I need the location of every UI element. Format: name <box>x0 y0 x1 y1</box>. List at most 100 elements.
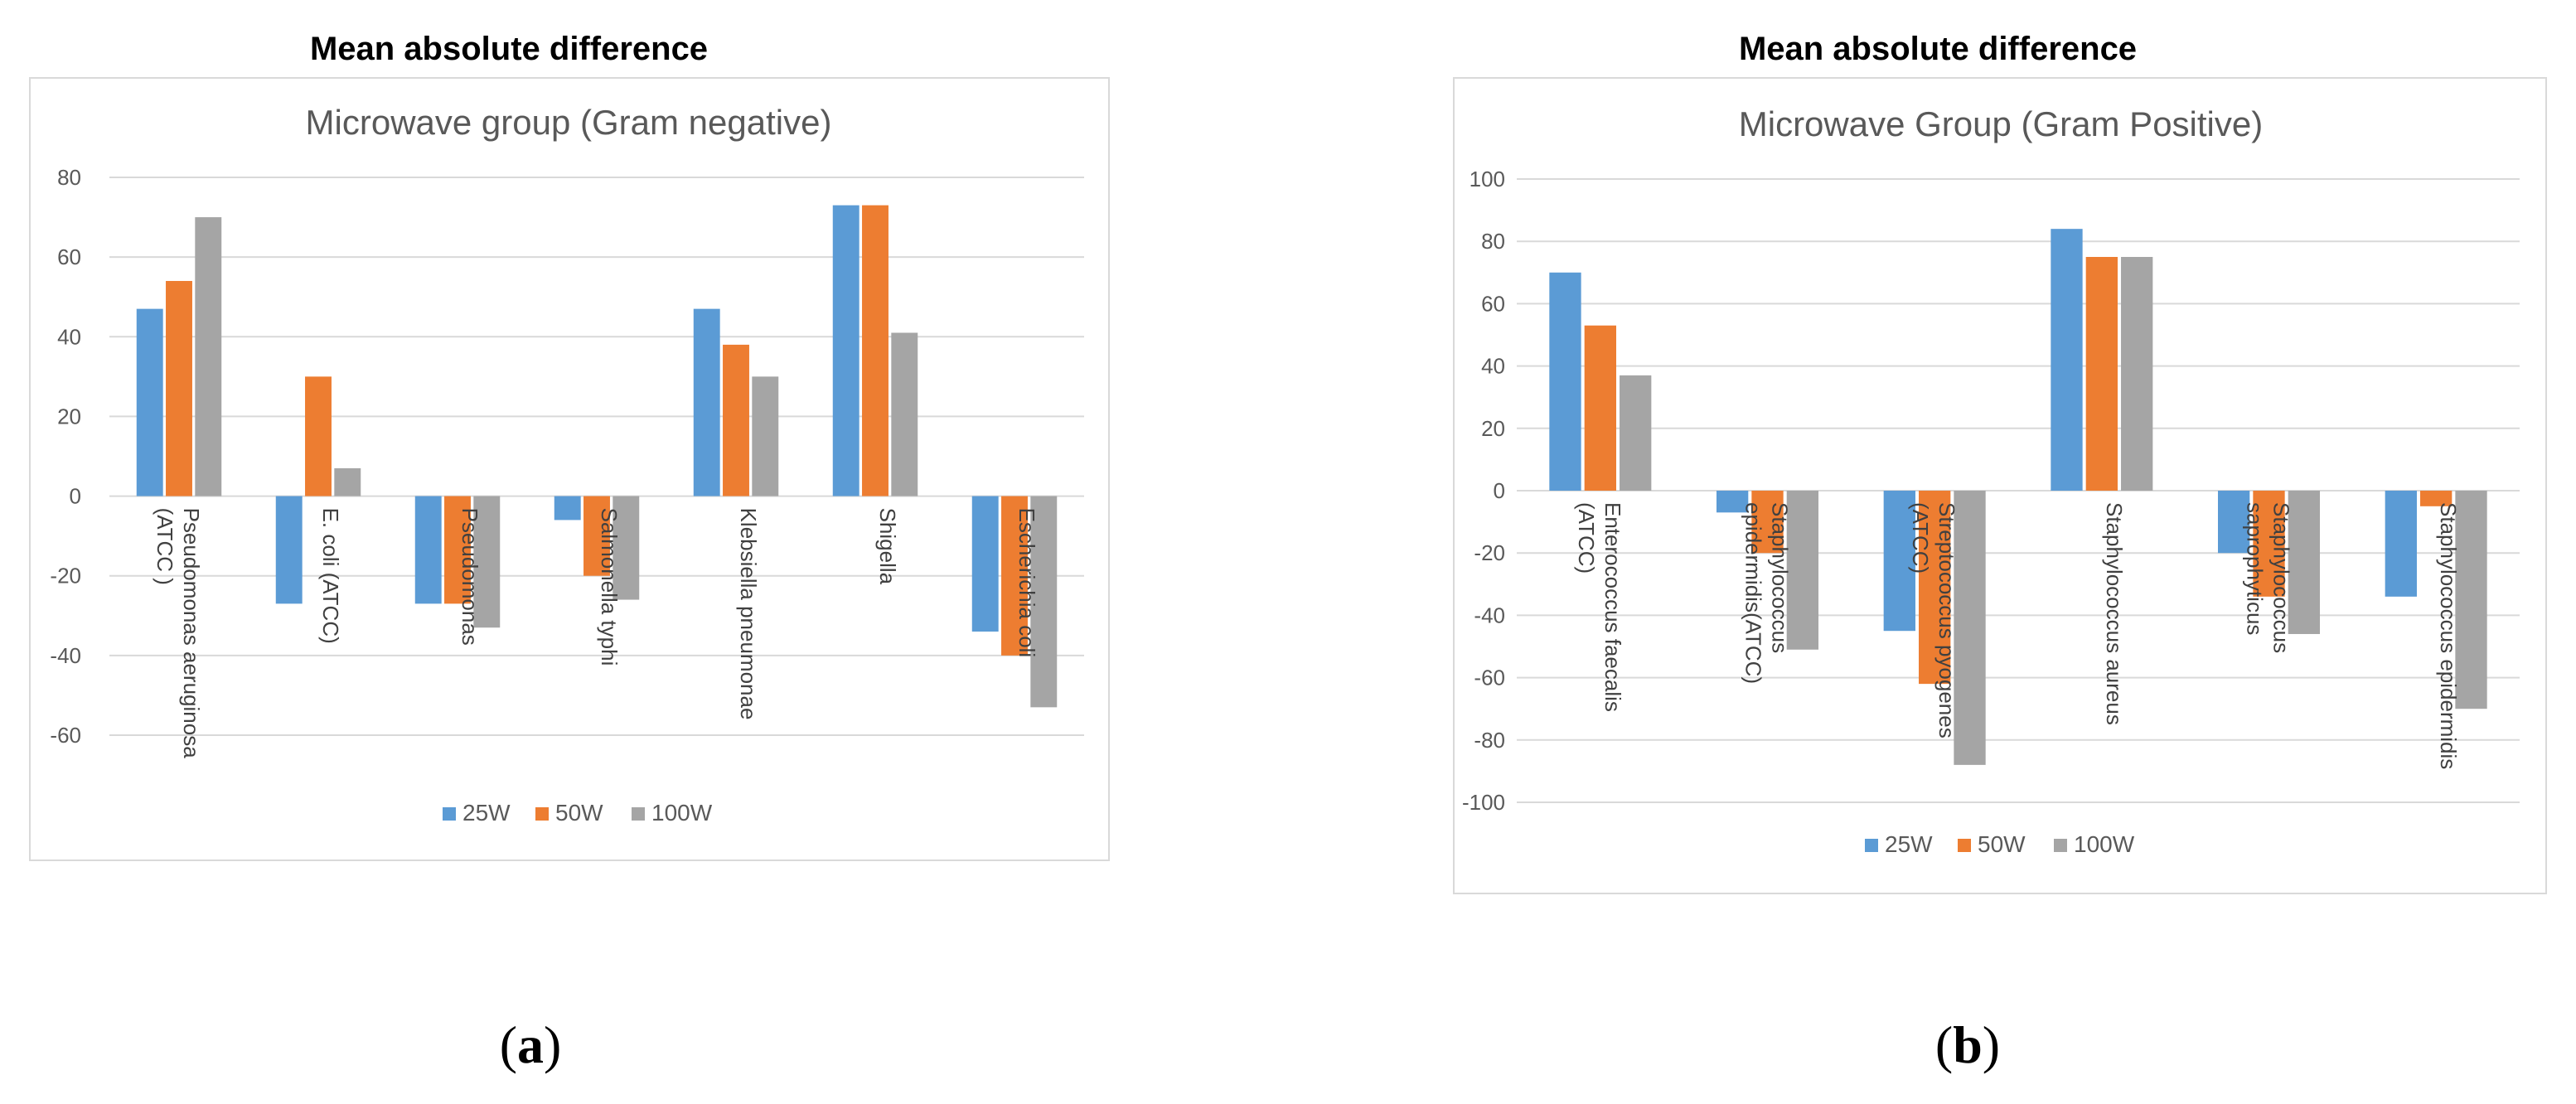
category-label: Salmonella typhi <box>597 508 622 666</box>
bar-25W-2 <box>414 496 442 604</box>
bar-50W-5 <box>2420 491 2453 506</box>
y-tick-label: 60 <box>57 245 81 269</box>
chart-a-title: Microwave group (Gram negative) <box>306 103 832 142</box>
chart-a-y-axis: 80 60 40 20 0 -20 -40 -60 <box>50 165 81 748</box>
legend-label: 50W <box>1978 831 2026 857</box>
category-label-line: E. coli (ATCC) <box>318 508 343 644</box>
category-label: Staphylococcusepidermidis(ATCC) <box>1741 502 1793 684</box>
bar-25W-1 <box>1716 491 1749 513</box>
legend-label: 100W <box>651 800 713 826</box>
y-tick-label: 80 <box>57 165 81 190</box>
y-tick-label: -60 <box>50 723 81 748</box>
category-label-line: Pseudomonas <box>458 508 482 646</box>
legend-label: 25W <box>1885 831 1933 857</box>
chart-b-title: Microwave Group (Gram Positive) <box>1739 104 2263 143</box>
category-label-line: Streptococcus pyogenes <box>1934 502 1959 738</box>
legend-swatch-100W <box>2054 839 2067 852</box>
bar-50W-2 <box>444 496 471 604</box>
chart-a-legend: 25W 50W 100W <box>443 800 713 826</box>
chart-b-heading: Mean absolute difference <box>1739 31 2137 67</box>
category-label-line: (ATCC) <box>1908 502 1933 574</box>
y-tick-label: 60 <box>1481 291 1505 316</box>
bar-100W-1 <box>1786 491 1819 650</box>
bar-25W-5 <box>2385 491 2417 597</box>
panel-label-a-open: ( <box>500 1015 517 1074</box>
bar-25W-0 <box>136 308 163 496</box>
chart-a-heading: Mean absolute difference <box>310 31 708 67</box>
category-label: Enterococcus faecalis(ATCC) <box>1574 502 1625 712</box>
legend-swatch-100W <box>632 807 645 821</box>
bar-50W-4 <box>2253 491 2285 597</box>
bar-25W-4 <box>2217 491 2250 554</box>
category-label: Staphylococcus aureus <box>2102 502 2127 725</box>
y-tick-label: 100 <box>1470 167 1505 191</box>
category-label: Streptococcus pyogenes(ATCC) <box>1908 502 1959 738</box>
category-label-line: Enterococcus faecalis <box>1600 502 1625 712</box>
legend-label: 50W <box>555 800 603 826</box>
chart-panel-b: Mean absolute difference Microwave Group… <box>1453 31 2547 1074</box>
bar-50W-2 <box>1919 491 1951 685</box>
category-label-line: (ATCC ) <box>153 508 177 585</box>
bar-100W-0 <box>1620 375 1652 491</box>
chart-b-category-labels: Enterococcus faecalis(ATCC) Staphylococcu… <box>1574 502 2461 769</box>
bar-50W-1 <box>1751 491 1784 554</box>
category-label: Shigella <box>875 508 900 585</box>
bar-25W-5 <box>832 205 859 496</box>
bar-25W-0 <box>1549 272 1581 491</box>
panel-label-b-close: ) <box>1983 1015 2000 1074</box>
bar-100W-2 <box>473 496 501 628</box>
bar-50W-1 <box>305 376 332 496</box>
panel-label-b: (b) <box>1935 1015 2000 1074</box>
legend-label: 25W <box>462 800 511 826</box>
legend-swatch-25W <box>443 807 456 821</box>
category-label: Pseudomonas aeruginosa(ATCC ) <box>153 508 204 759</box>
y-tick-label: 0 <box>70 484 81 509</box>
category-label: E. coli (ATCC) <box>318 508 343 644</box>
category-label: Staphylococcussaprophyticus <box>2243 502 2294 653</box>
bar-50W-0 <box>1584 325 1616 491</box>
bar-100W-1 <box>334 467 361 496</box>
legend-swatch-50W <box>1958 839 1971 852</box>
bar-25W-3 <box>2051 229 2083 491</box>
legend-swatch-50W <box>535 807 549 821</box>
category-label-line: (ATCC) <box>1574 502 1599 574</box>
bar-100W-4 <box>752 376 779 496</box>
y-tick-label: 40 <box>1481 354 1505 379</box>
bar-100W-2 <box>1954 491 1986 765</box>
category-label-line: Pseudomonas aeruginosa <box>179 508 204 759</box>
bar-25W-4 <box>693 308 720 496</box>
legend-label: 100W <box>2074 831 2135 857</box>
bar-100W-4 <box>2288 491 2321 634</box>
y-tick-label: -100 <box>1462 790 1505 815</box>
y-tick-label: -60 <box>1474 666 1505 690</box>
chart-b-y-axis: 100 80 60 40 20 0 -20 -40 -60 -80 -100 <box>1462 167 1505 815</box>
chart-b-bars <box>1549 229 2487 765</box>
bar-50W-6 <box>1001 496 1028 656</box>
bar-50W-3 <box>583 496 610 576</box>
y-tick-label: 0 <box>1494 478 1505 503</box>
category-label-line: Staphylococcus epidermidis <box>2436 502 2461 769</box>
category-label-line: saprophyticus <box>2243 502 2268 635</box>
category-label-line: Escherichia coli <box>1014 508 1039 658</box>
category-label-line: Shigella <box>875 508 900 585</box>
bar-25W-2 <box>1883 491 1915 632</box>
chart-b-frame <box>1453 77 2547 894</box>
bar-25W-6 <box>971 496 999 632</box>
bar-100W-3 <box>2121 257 2153 491</box>
panel-label-a-close: ) <box>544 1015 561 1074</box>
bar-25W-3 <box>554 496 581 521</box>
y-tick-label: -20 <box>1474 540 1505 565</box>
category-label-line: epidermidis(ATCC) <box>1741 502 1766 684</box>
chart-b-legend: 25W 50W 100W <box>1865 831 2135 857</box>
category-label-line: Klebsiella pneumonae <box>736 508 761 720</box>
category-label: Escherichia coli <box>1014 508 1039 658</box>
category-label-line: Salmonella typhi <box>597 508 622 666</box>
panel-label-b-open: ( <box>1935 1015 1953 1074</box>
category-label: Pseudomonas <box>458 508 482 646</box>
bar-100W-3 <box>613 496 640 600</box>
y-tick-label: 80 <box>1481 229 1505 254</box>
bar-50W-5 <box>862 205 889 496</box>
bar-50W-4 <box>723 344 749 496</box>
bar-100W-0 <box>195 217 222 496</box>
